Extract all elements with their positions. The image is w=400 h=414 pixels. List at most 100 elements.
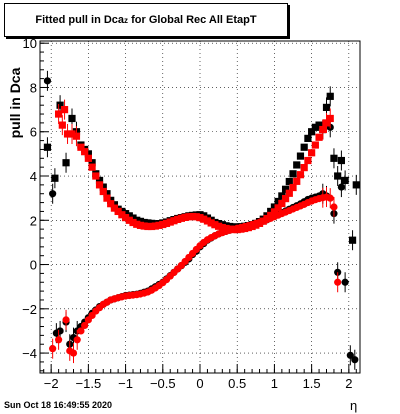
x-tick-label: 1.5 — [303, 376, 321, 391]
data-point-square — [51, 174, 59, 182]
data-point-square — [274, 197, 282, 206]
datestamp: Sun Oct 18 16:49:55 2020 — [4, 400, 113, 410]
data-point-circle — [330, 203, 338, 211]
data-point-square — [129, 218, 137, 227]
x-tick-label: 1 — [271, 376, 278, 391]
data-point-square — [68, 114, 76, 123]
data-point-square — [334, 172, 342, 180]
data-point-square — [62, 159, 70, 167]
x-tick-label: −2 — [44, 376, 59, 391]
data-point-square — [95, 181, 104, 189]
data-point-circle — [49, 345, 57, 353]
data-point-circle — [73, 336, 81, 344]
title-subscript: z — [124, 15, 129, 25]
data-point-square — [218, 223, 226, 232]
data-point-square — [148, 222, 156, 231]
data-point-square — [92, 172, 100, 180]
data-point-square — [88, 163, 96, 171]
data-point-square — [103, 194, 111, 202]
axis-ticks — [40, 42, 357, 373]
data-point-circle — [341, 278, 349, 286]
data-point-circle — [334, 278, 342, 286]
data-point-square — [144, 222, 152, 231]
data-point-square — [293, 161, 301, 169]
data-point-circle — [326, 194, 334, 202]
x-axis-label: η — [350, 398, 358, 413]
data-point-circle — [351, 356, 359, 364]
data-point-circle — [55, 336, 63, 344]
data-point-square — [140, 222, 148, 230]
x-tick-label: −1.5 — [76, 376, 102, 391]
data-point-square — [43, 143, 52, 151]
data-point-square — [188, 212, 197, 221]
data-point-square — [203, 217, 212, 225]
data-point-square — [107, 200, 115, 208]
data-point-square — [121, 210, 130, 218]
data-point-square — [267, 207, 275, 216]
chart-title: Fitted pull in Dca z for Global Rec All E… — [4, 3, 288, 37]
data-point-circle — [77, 327, 85, 335]
data-point-square — [192, 213, 200, 221]
data-point-square — [88, 159, 96, 167]
tick-labels: −2 −1.5 −1 −0.5 0 0.5 1 1.5 2 −4 −2 0 2 4 6 8 10 — [22, 36, 352, 391]
data-point-square — [304, 156, 312, 165]
y-tick-label: 0 — [30, 258, 37, 273]
data-point-square — [211, 221, 219, 229]
data-point-square — [77, 143, 85, 151]
x-tick-label: 0 — [196, 376, 203, 391]
data-point-circle — [49, 190, 57, 198]
data-point-square — [270, 203, 279, 211]
title-tail: for Global Rec All EtapT — [131, 14, 257, 26]
data-point-square — [177, 214, 185, 222]
data-point-square — [55, 110, 63, 118]
data-point-square — [166, 218, 174, 226]
data-point-square — [159, 220, 167, 229]
data-point-square — [281, 185, 290, 193]
data-point-square — [133, 220, 141, 228]
data-point-square — [151, 222, 159, 230]
data-point-square — [196, 214, 204, 222]
data-point-square — [285, 177, 293, 186]
data-point-circle — [62, 316, 70, 324]
data-point-square — [136, 221, 145, 229]
x-tick-label: 0.5 — [228, 376, 246, 391]
data-point-square — [114, 207, 122, 216]
data-point-square — [285, 189, 293, 197]
data-point-square — [118, 211, 126, 219]
data-marks — [43, 70, 360, 370]
data-point-square — [170, 217, 178, 225]
data-point-square — [125, 212, 133, 220]
y-tick-label: 6 — [30, 125, 37, 140]
data-point-square — [330, 154, 338, 162]
data-point-square — [121, 214, 130, 222]
data-point-square — [322, 103, 331, 111]
data-point-square — [125, 216, 133, 224]
data-point-square — [136, 217, 145, 225]
x-tick-label: −1 — [118, 376, 133, 391]
data-point-square — [207, 219, 215, 227]
data-point-square — [162, 219, 171, 227]
data-point-square — [99, 183, 107, 191]
data-point-square — [68, 130, 76, 138]
data-point-square — [281, 194, 290, 203]
data-point-square — [270, 208, 279, 216]
x-tick-label: −0.5 — [150, 376, 176, 391]
data-point-square — [174, 215, 182, 223]
data-point-square — [278, 199, 286, 208]
data-point-square — [95, 176, 104, 185]
data-point-circle — [81, 321, 89, 330]
y-tick-label: −2 — [22, 302, 37, 317]
data-point-square — [311, 141, 319, 149]
data-point-square — [200, 215, 208, 223]
data-point-square — [315, 121, 323, 129]
data-point-square — [300, 143, 308, 151]
data-point-square — [341, 176, 349, 185]
data-point-square — [337, 156, 345, 165]
data-point-square — [215, 222, 223, 230]
data-point-square — [319, 125, 327, 134]
data-point-circle — [346, 351, 354, 359]
data-point-square — [56, 101, 64, 109]
data-point-square — [103, 190, 111, 198]
y-tick-label: 10 — [23, 36, 37, 51]
data-point-square — [60, 106, 69, 114]
